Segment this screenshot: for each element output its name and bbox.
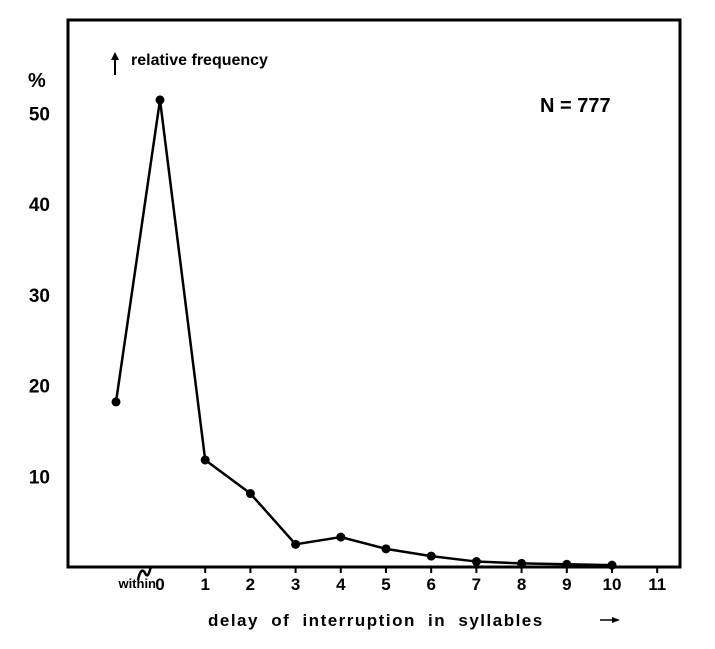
data-point-within (111, 397, 121, 407)
y-axis-label-group: relative frequency (111, 52, 268, 75)
x-tick-label-1: 1 (200, 575, 209, 594)
x-tick-label-10: 10 (603, 575, 622, 594)
series-line (114, 98, 613, 567)
y-axis-unit: % (28, 70, 46, 92)
x-tick-labels: within 0 1 2 3 4 5 6 7 8 9 10 11 (117, 575, 666, 594)
data-point-1 (200, 455, 210, 465)
plot-frame (66, 18, 682, 569)
data-point-8 (517, 558, 527, 568)
data-point-7 (471, 557, 481, 567)
data-point-4 (336, 532, 346, 542)
x-tick-label-2: 2 (246, 575, 255, 594)
y-tick-label-40: 40 (29, 195, 50, 216)
axis-break-icon (136, 565, 153, 581)
x-tick-label-within: within (117, 576, 156, 591)
x-tick-label-8: 8 (517, 575, 526, 594)
data-point-2 (245, 489, 255, 499)
data-point-3 (291, 539, 301, 549)
y-tick-labels: 10 20 30 40 50 (29, 105, 50, 489)
x-axis-label: delay of interruption in syllables (208, 611, 544, 630)
x-tick-label-7: 7 (472, 575, 481, 594)
data-point-5 (381, 544, 391, 554)
data-point-6 (426, 551, 436, 561)
x-tick-label-3: 3 (291, 575, 300, 594)
x-label-arrow-icon (600, 617, 620, 623)
data-points (111, 95, 617, 570)
x-tick-label-9: 9 (562, 575, 571, 594)
y-tick-label-10: 10 (29, 467, 50, 488)
x-tick-label-6: 6 (426, 575, 435, 594)
axis-ticks (204, 567, 659, 573)
data-point-0 (155, 95, 165, 105)
data-point-9 (562, 559, 572, 569)
sample-size-annotation: N = 777 (540, 95, 611, 117)
y-label-arrowhead-icon (111, 52, 119, 60)
x-tick-label-11: 11 (648, 575, 666, 594)
x-tick-label-4: 4 (336, 575, 346, 594)
data-point-10 (607, 560, 617, 570)
y-tick-label-50: 50 (29, 105, 50, 126)
y-axis-label: relative frequency (131, 52, 268, 69)
y-tick-label-20: 20 (29, 377, 50, 398)
x-tick-label-5: 5 (381, 575, 390, 594)
x-tick-label-0: 0 (155, 575, 164, 594)
y-tick-label-30: 30 (29, 286, 50, 307)
